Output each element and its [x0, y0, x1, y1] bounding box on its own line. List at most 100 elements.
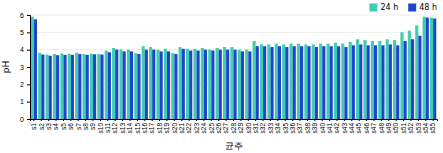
x-tick-mark	[181, 119, 182, 121]
bar	[60, 53, 63, 119]
x-tick-mark	[351, 119, 352, 121]
x-tick-label: s19	[163, 123, 170, 134]
x-tick: s26	[215, 119, 222, 133]
bar	[38, 53, 41, 119]
x-tick-mark	[233, 119, 234, 121]
bar	[53, 54, 56, 119]
legend-item: 48 h	[408, 3, 437, 12]
bar	[245, 50, 248, 119]
x-tick-label: s11	[104, 123, 111, 133]
x-tick-mark	[396, 119, 397, 121]
x-tick-label: s10	[97, 123, 104, 134]
x-tick: s16	[141, 119, 148, 133]
x-tick-mark	[425, 119, 426, 121]
bar-series	[34, 18, 436, 119]
x-tick-label: s22	[185, 123, 192, 134]
x-tick: s50	[392, 119, 399, 133]
x-tick-label: s34	[274, 123, 281, 134]
legend-swatch	[369, 4, 377, 12]
x-tick-label: s28	[230, 123, 237, 134]
bar	[219, 50, 222, 119]
bar	[63, 55, 66, 119]
bar	[341, 44, 344, 119]
x-tick: s8	[82, 119, 89, 130]
x-tick: s30	[245, 119, 252, 133]
bar	[319, 44, 322, 119]
x-tick: s14	[126, 119, 133, 133]
x-tick: s25	[208, 119, 215, 133]
x-tick-mark	[344, 119, 345, 121]
y-tick-label: 2	[20, 81, 24, 88]
x-tick-label: s43	[341, 123, 348, 134]
bar	[105, 51, 108, 119]
bar	[275, 44, 278, 119]
x-tick-mark	[277, 119, 278, 121]
bar	[123, 51, 126, 119]
x-tick-label: s4	[52, 123, 59, 130]
x-tick: s37	[296, 119, 303, 133]
x-tick-mark	[33, 119, 34, 121]
x-tick-label: s52	[407, 123, 414, 134]
x-tick-mark	[248, 119, 249, 121]
x-tick-mark	[48, 119, 49, 121]
bar	[415, 25, 418, 119]
x-tick-mark	[122, 119, 123, 121]
y-tick: 4	[20, 46, 30, 53]
x-tick: s4	[52, 119, 59, 130]
bar	[282, 44, 285, 119]
bar	[423, 17, 426, 119]
x-tick-mark	[403, 119, 404, 121]
bar	[396, 45, 399, 119]
bar	[75, 53, 78, 119]
x-tick-mark	[337, 119, 338, 121]
x-tick: s51	[400, 119, 407, 133]
bar	[386, 39, 389, 119]
y-tick: 0	[20, 116, 30, 123]
bar	[356, 39, 359, 119]
bar	[130, 51, 133, 119]
bar	[260, 44, 263, 119]
grid-line	[30, 15, 437, 16]
bar	[156, 50, 159, 119]
x-tick-mark	[41, 119, 42, 121]
x-tick-mark	[218, 119, 219, 121]
x-tick-label: s12	[111, 123, 118, 134]
bar	[86, 55, 89, 119]
x-tick: s7	[75, 119, 82, 130]
x-tick: s31	[252, 119, 259, 133]
bar	[297, 44, 300, 119]
bar	[378, 41, 381, 119]
x-tick-mark	[322, 119, 323, 121]
x-tick-label: s6	[67, 123, 74, 130]
bar	[352, 45, 355, 119]
bar	[426, 18, 429, 119]
x-tick-label: s2	[38, 123, 45, 130]
y-tick-label: 4	[20, 46, 24, 53]
y-tick-mark	[27, 50, 30, 51]
chart-container: 0123456s1s2s3s4s5s6s7s8s9s10s11s12s13s14…	[0, 0, 443, 153]
x-tick: s44	[348, 119, 355, 133]
x-tick-mark	[381, 119, 382, 121]
x-tick: s29	[237, 119, 244, 133]
bar	[197, 51, 200, 119]
bar	[152, 50, 155, 119]
bar	[201, 48, 204, 119]
bar	[312, 44, 315, 119]
bar	[167, 51, 170, 119]
x-tick-mark	[196, 119, 197, 121]
x-tick-label: s45	[355, 123, 362, 134]
y-tick: 6	[20, 12, 30, 19]
bar	[367, 45, 370, 119]
x-tick-label: s8	[82, 123, 89, 130]
bar	[230, 47, 233, 119]
x-tick-label: s3	[45, 123, 52, 130]
y-tick-label: 3	[20, 64, 24, 71]
legend-label: 48 h	[419, 3, 437, 12]
bar	[337, 46, 340, 119]
bar	[56, 55, 59, 119]
x-tick-label: s42	[333, 123, 340, 134]
x-tick-mark	[189, 119, 190, 121]
x-tick-label: s44	[348, 123, 355, 134]
x-tick-mark	[144, 119, 145, 121]
x-tick-mark	[373, 119, 374, 121]
